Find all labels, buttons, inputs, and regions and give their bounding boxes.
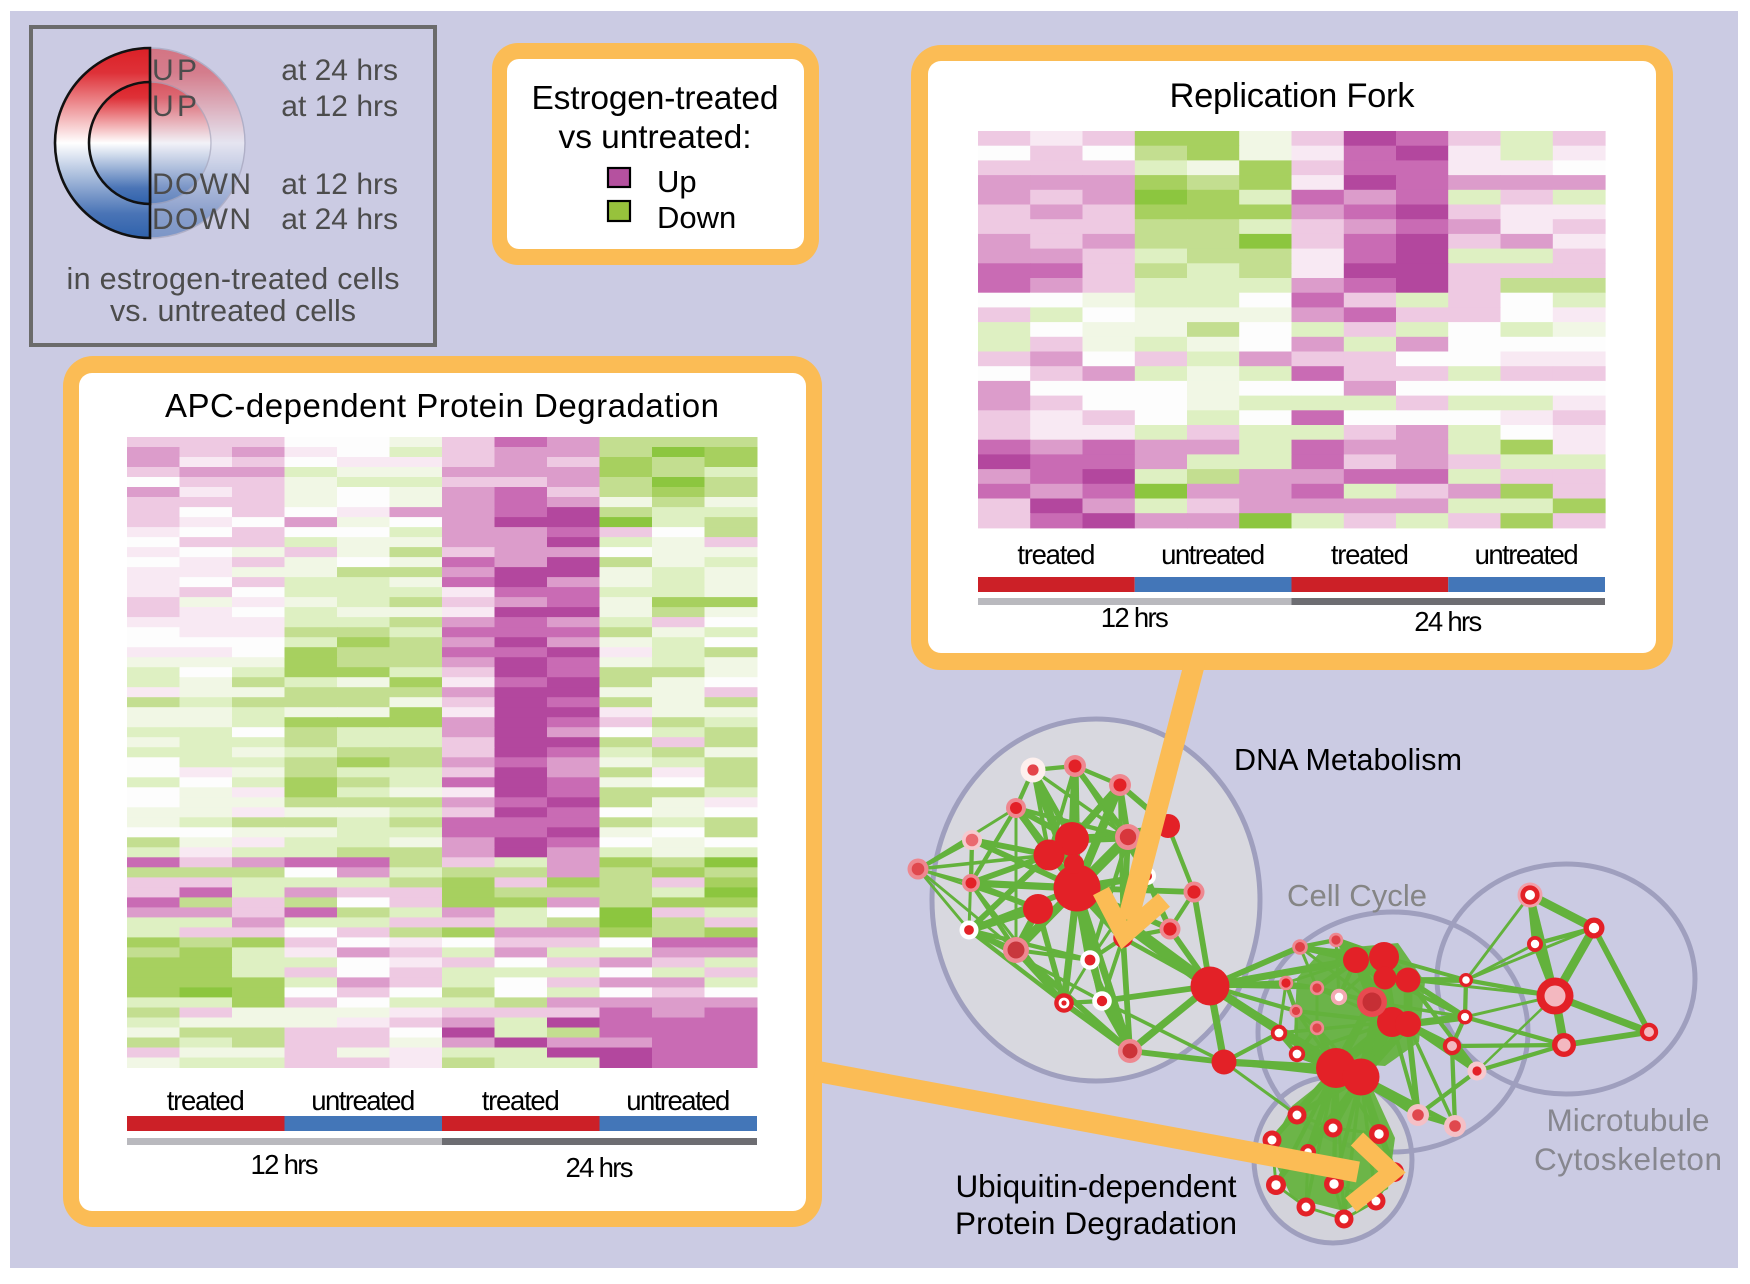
svg-text:vs untreated:: vs untreated: <box>559 119 752 156</box>
svg-text:Microtubule: Microtubule <box>1547 1102 1710 1138</box>
svg-text:Protein Degradation: Protein Degradation <box>955 1205 1237 1241</box>
svg-text:Down: Down <box>657 200 736 235</box>
svg-text:Cell Cycle: Cell Cycle <box>1287 878 1427 913</box>
svg-text:untreated: untreated <box>1161 539 1265 570</box>
svg-text:untreated: untreated <box>626 1085 730 1116</box>
svg-text:Ubiquitin-dependent: Ubiquitin-dependent <box>956 1168 1237 1204</box>
svg-text:vs. untreated cells: vs. untreated cells <box>110 294 356 328</box>
svg-text:DOWN: DOWN <box>152 203 251 236</box>
svg-text:Estrogen-treated: Estrogen-treated <box>532 80 779 117</box>
svg-text:12 hrs: 12 hrs <box>251 1149 319 1180</box>
svg-text:24 hrs: 24 hrs <box>566 1152 634 1183</box>
svg-text:Up: Up <box>657 164 697 199</box>
svg-text:treated: treated <box>167 1085 245 1116</box>
svg-text:untreated: untreated <box>1475 539 1579 570</box>
svg-text:DOWN: DOWN <box>152 168 251 201</box>
svg-text:at 24 hrs: at 24 hrs <box>281 203 398 236</box>
svg-text:treated: treated <box>1331 539 1409 570</box>
svg-text:at 12 hrs: at 12 hrs <box>281 168 398 201</box>
svg-text:treated: treated <box>1017 539 1095 570</box>
svg-text:12 hrs: 12 hrs <box>1101 602 1169 633</box>
svg-text:untreated: untreated <box>311 1085 415 1116</box>
svg-text:24 hrs: 24 hrs <box>1414 606 1482 637</box>
svg-text:in estrogen-treated cells: in estrogen-treated cells <box>67 262 400 296</box>
svg-text:DNA Metabolism: DNA Metabolism <box>1234 743 1462 777</box>
svg-text:APC-dependent Protein Degradat: APC-dependent Protein Degradation <box>165 387 719 424</box>
svg-text:at 12 hrs: at 12 hrs <box>281 90 398 123</box>
svg-text:treated: treated <box>482 1085 560 1116</box>
svg-text:Replication Fork: Replication Fork <box>1170 77 1416 115</box>
svg-text:at 24 hrs: at 24 hrs <box>281 54 398 87</box>
svg-text:Cytoskeleton: Cytoskeleton <box>1534 1141 1722 1177</box>
